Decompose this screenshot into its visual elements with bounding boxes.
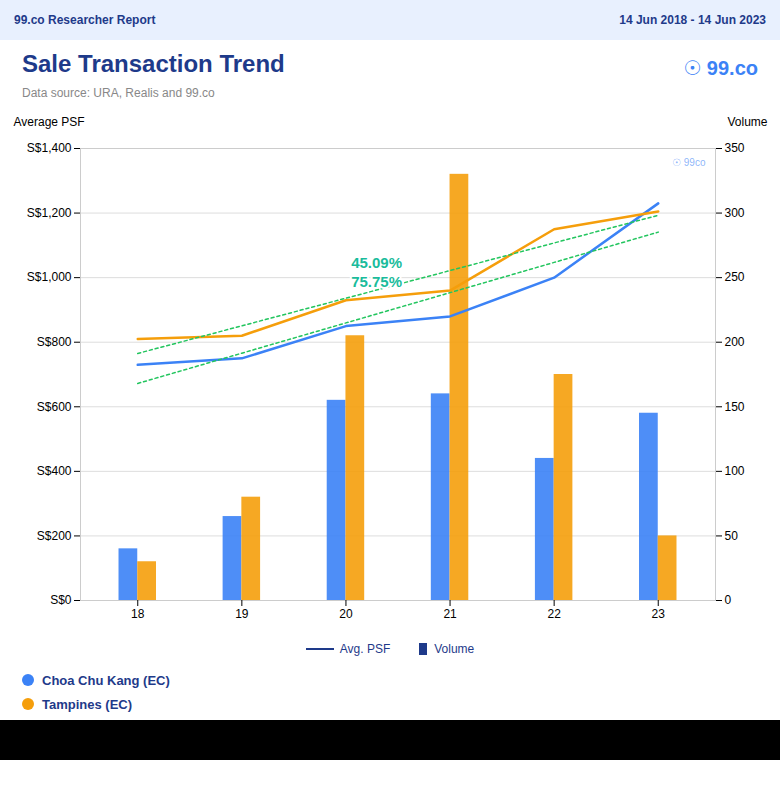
svg-text:20: 20: [339, 607, 353, 621]
svg-text:22: 22: [547, 607, 561, 621]
svg-text:19: 19: [235, 607, 249, 621]
html-text:Tampines (EC): Tampines (EC): [42, 696, 133, 712]
svg-text:100: 100: [725, 464, 745, 478]
svg-text:200: 200: [725, 335, 745, 349]
svg-text:Average PSF: Average PSF: [14, 115, 85, 129]
svg-text:50: 50: [725, 529, 739, 543]
svg-text:45.09%75.75%: 45.09%75.75%: [351, 254, 402, 291]
svg-text:0: 0: [725, 593, 732, 607]
html-text:Sale Transaction Trend: Sale Transaction Trend: [22, 50, 285, 77]
html-text:14 Jun 2018 - 14 Jun 2023: 14 Jun 2018 - 14 Jun 2023: [619, 13, 766, 27]
svg-text:21: 21: [443, 607, 457, 621]
svg-text:S$1,400: S$1,400: [27, 141, 72, 155]
svg-text:300: 300: [725, 206, 745, 220]
svg-text:S$200: S$200: [37, 529, 72, 543]
svg-text:350: 350: [725, 141, 745, 155]
svg-text:23: 23: [652, 607, 666, 621]
svg-text:150: 150: [725, 400, 745, 414]
svg-text:S$600: S$600: [37, 400, 72, 414]
svg-text:☉ 99co: ☉ 99co: [672, 157, 706, 168]
svg-text:250: 250: [725, 270, 745, 284]
svg-text:S$0: S$0: [50, 593, 72, 607]
svg-text:Volume: Volume: [727, 115, 767, 129]
html-text:99.co Researcher Report: 99.co Researcher Report: [14, 13, 156, 27]
html-text:Choa Chu Kang (EC): Choa Chu Kang (EC): [42, 672, 170, 688]
svg-text:S$1,000: S$1,000: [27, 270, 72, 284]
svg-text:S$1,200: S$1,200: [27, 206, 72, 220]
html-text:☉ 99.co: ☉ 99.co: [683, 57, 758, 79]
html-text:Data source: URA, Realis and 9: Data source: URA, Realis and 99.co: [22, 86, 215, 100]
svg-text:S$800: S$800: [37, 335, 72, 349]
html-text:Volume: Volume: [434, 642, 475, 656]
svg-text:S$400: S$400: [37, 464, 72, 478]
svg-text:18: 18: [131, 607, 145, 621]
html-text:Avg. PSF: Avg. PSF: [339, 642, 391, 656]
